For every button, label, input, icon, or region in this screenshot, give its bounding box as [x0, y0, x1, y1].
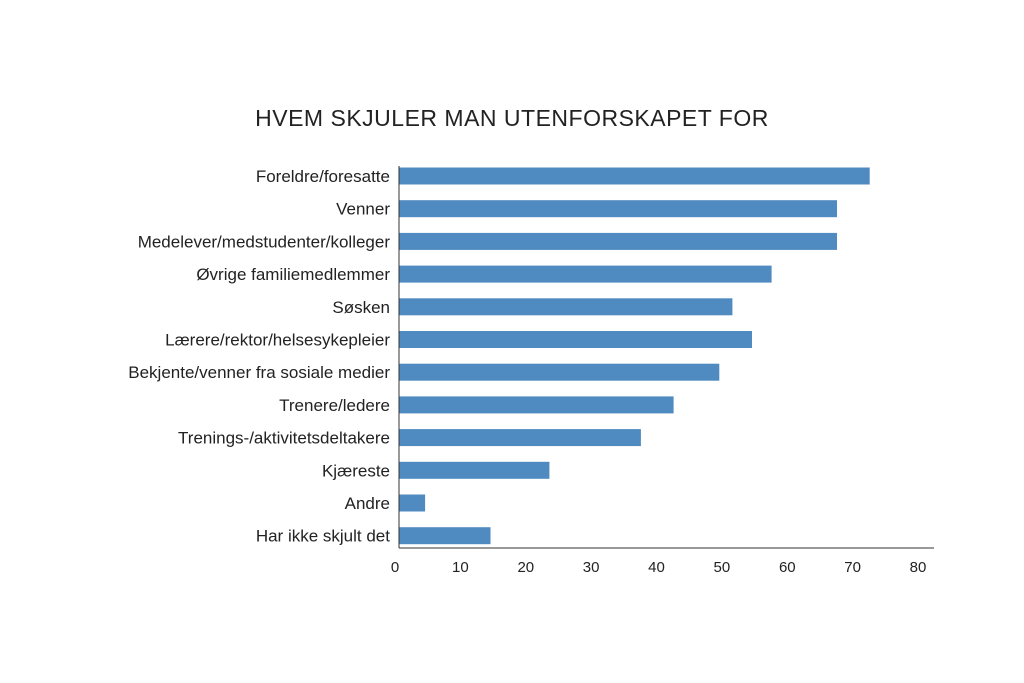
bar: [399, 494, 426, 512]
category-label: Foreldre/foresatte: [256, 167, 390, 186]
bar: [399, 363, 720, 381]
x-tick-label: 0: [391, 559, 399, 576]
bars-group: [399, 167, 870, 545]
category-label: Lærere/rektor/helsesykepleier: [165, 331, 390, 350]
x-tick-label: 60: [779, 559, 796, 576]
category-label: Øvrige familiemedlemmer: [196, 265, 390, 284]
x-tick-label: 40: [648, 559, 665, 576]
x-tick-label: 50: [714, 559, 731, 576]
x-tick-labels: 0 10 20 30 40 50 60 70 80: [391, 559, 927, 576]
bar: [399, 167, 870, 185]
x-tick-label: 30: [583, 559, 600, 576]
x-tick-label: 80: [910, 559, 927, 576]
bar: [399, 331, 752, 348]
category-label: Kjæreste: [322, 461, 390, 480]
category-label: Trenings-/aktivitetsdeltakere: [178, 429, 390, 448]
x-tick-label: 10: [452, 559, 469, 576]
bar: [399, 429, 641, 447]
bar: [399, 232, 837, 250]
x-tick-label: 70: [844, 559, 861, 576]
category-label: Bekjente/venner fra sosiale medier: [128, 363, 390, 382]
bar: [399, 396, 674, 414]
category-label: Medelever/medstudenter/kolleger: [138, 232, 391, 251]
bar: [399, 461, 550, 479]
category-label: Venner: [336, 200, 390, 219]
chart-title: HVEM SKJULER MAN UTENFORSKAPET FOR: [255, 105, 769, 131]
category-label: Trenere/ledere: [279, 396, 390, 415]
bar: [399, 527, 491, 545]
category-label: Har ikke skjult det: [256, 527, 390, 546]
category-label: Andre: [345, 494, 390, 513]
bar: [399, 200, 837, 218]
bar: [399, 298, 733, 316]
bar: [399, 265, 772, 283]
category-labels: Foreldre/foresatte Venner Medelever/medstu…: [128, 167, 390, 546]
category-label: Søsken: [332, 298, 390, 317]
x-tick-label: 20: [517, 559, 534, 576]
